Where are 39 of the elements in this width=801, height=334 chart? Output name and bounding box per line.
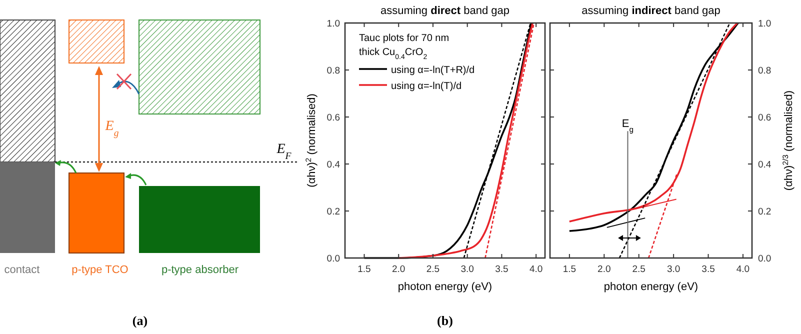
x-tick-label: 3.5	[702, 264, 715, 275]
y-tick-label: 0.4	[326, 160, 340, 170]
y2-tick-label: 0.2	[758, 206, 772, 218]
y2-tick-label: 0.8	[758, 66, 772, 76]
y-tick-label: 0.8	[326, 66, 340, 76]
x-axis-title: photon energy (eV)	[604, 281, 698, 293]
chart-title: assuming indirect band gap	[582, 5, 720, 17]
y-tick-label: 1.0	[326, 18, 340, 30]
x-tick-label: 3.5	[495, 264, 508, 275]
y2-tick-label: 0.0	[758, 254, 772, 264]
text: p-type TCO	[72, 264, 129, 276]
legend-label: using α=-ln(T+R)/d	[391, 65, 475, 76]
text: contact	[4, 264, 40, 276]
y2-tick-label: 1.0	[758, 18, 772, 30]
x-tick-label: 2.0	[598, 264, 611, 275]
text: (b)	[437, 313, 453, 328]
legend-title: Tauc plots for 70 nm thick Cu$_{0.4}$CrO$_{2}$	[359, 33, 450, 60]
text: p-type absorber	[161, 264, 239, 276]
text: E$_{F}$	[276, 142, 292, 162]
y2-tick-label: 0.6	[758, 112, 772, 124]
x-tick-label: 1.5	[358, 264, 371, 275]
x-tick-label: 4.0	[529, 264, 543, 275]
y2-tick-label: 0.4	[758, 160, 772, 170]
text: (a)	[132, 313, 148, 328]
x-tick-label: 2.5	[426, 264, 440, 275]
x-tick-label: 1.5	[562, 264, 576, 275]
y-tick-label: 0.2	[326, 206, 340, 218]
x-tick-label: 3.0	[460, 264, 474, 275]
legend-label: using α=-ln(T)/d	[391, 81, 462, 92]
x-tick-label: 3.0	[666, 264, 680, 275]
text: E$_{g}$	[104, 119, 119, 138]
x-tick-label: 4.0	[736, 264, 750, 275]
x-tick-label: 2.0	[392, 264, 406, 275]
annotation: E$_{g}$	[622, 118, 634, 134]
x-tick-label: 2.5	[632, 264, 646, 275]
x-axis-title: photon energy (eV)	[398, 281, 492, 293]
chart-title: assuming direct band gap	[380, 5, 510, 17]
y-tick-label: 0.0	[326, 254, 340, 264]
y-tick-label: 0.6	[326, 112, 340, 124]
